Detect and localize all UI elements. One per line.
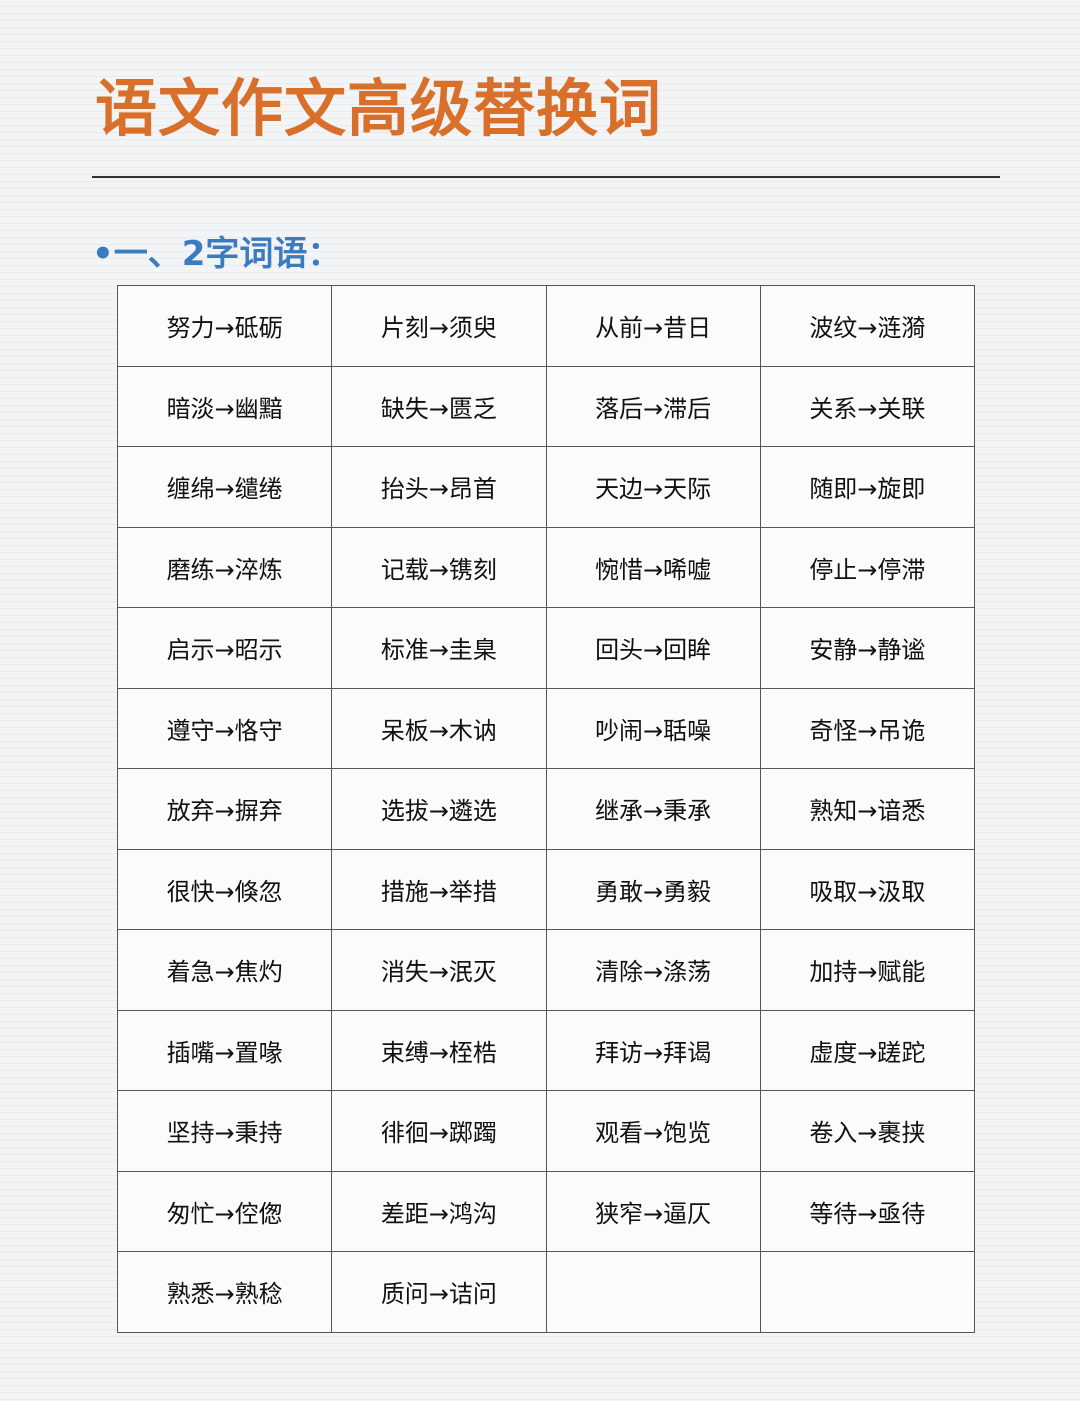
word-pair-cell: 插嘴→置喙 [116,1009,333,1091]
word-pair-cell: 安静→静谧 [759,607,976,689]
word-pair-cell: 奇怪→吊诡 [759,687,976,769]
word-pair-cell: 从前→昔日 [545,285,761,367]
table-row: 坚持→秉持 徘徊→踯躅 观看→饱览 卷入→裹挟 [116,1090,976,1172]
table-row: 插嘴→置喙 束缚→桎梏 拜访→拜谒 虚度→蹉跎 [116,1009,976,1091]
word-pair-cell: 卷入→裹挟 [759,1090,976,1172]
word-pair-cell: 等待→亟待 [759,1170,976,1252]
word-pair-cell [759,1251,976,1333]
word-pair-cell: 吸取→汲取 [759,848,976,930]
table-row: 暗淡→幽黯 缺失→匮乏 落后→滞后 关系→关联 [116,365,976,447]
word-pair-cell: 片刻→须臾 [331,285,547,367]
word-pair-cell: 启示→昭示 [116,607,333,689]
word-pair-cell: 吵闹→聒噪 [545,687,761,769]
word-pair-cell: 加持→赋能 [759,929,976,1011]
word-pair-cell: 措施→举措 [331,848,547,930]
word-pair-cell [545,1251,761,1333]
table-row: 启示→昭示 标准→圭臬 回头→回眸 安静→静谧 [116,607,976,689]
section-heading-text: 一、2字词语： [113,234,342,274]
word-pair-cell: 着急→焦灼 [116,929,333,1011]
word-pair-cell: 清除→涤荡 [545,929,761,1011]
table-row: 熟悉→熟稔 质问→诘问 [116,1251,976,1333]
word-pair-cell: 坚持→秉持 [116,1090,333,1172]
word-pair-cell: 匆忙→倥偬 [116,1170,333,1252]
table-row: 磨练→淬炼 记载→镌刻 惋惜→唏嘘 停止→停滞 [116,526,976,608]
word-pair-cell: 随即→旋即 [759,446,976,528]
word-pair-cell: 拜访→拜谒 [545,1009,761,1091]
word-pair-cell: 缠绵→缱绻 [116,446,333,528]
word-pair-cell: 波纹→涟漪 [759,285,976,367]
word-pair-cell: 惋惜→唏嘘 [545,526,761,608]
section-heading: •一、2字词语： [92,226,341,275]
word-pair-cell: 虚度→蹉跎 [759,1009,976,1091]
word-pair-cell: 缺失→匮乏 [331,365,547,447]
table-row: 匆忙→倥偬 差距→鸿沟 狭窄→逼仄 等待→亟待 [116,1170,976,1252]
word-pair-cell: 熟知→谙悉 [759,768,976,850]
word-pair-cell: 选拔→遴选 [331,768,547,850]
word-pair-cell: 徘徊→踯躅 [331,1090,547,1172]
word-pair-cell: 差距→鸿沟 [331,1170,547,1252]
word-pair-cell: 束缚→桎梏 [331,1009,547,1091]
word-pair-cell: 回头→回眸 [545,607,761,689]
word-pair-cell: 抬头→昂首 [331,446,547,528]
word-pair-cell: 很快→倏忽 [116,848,333,930]
table-row: 遵守→恪守 呆板→木讷 吵闹→聒噪 奇怪→吊诡 [116,687,976,769]
bullet-icon: • [92,234,114,274]
word-pair-cell: 观看→饱览 [545,1090,761,1172]
word-pair-cell: 狭窄→逼仄 [545,1170,761,1252]
word-pair-cell: 继承→秉承 [545,768,761,850]
page-title: 语文作文高级替换词 [95,72,663,145]
word-pair-cell: 质问→诘问 [331,1251,547,1333]
word-pair-cell: 消失→泯灭 [331,929,547,1011]
word-pair-cell: 勇敢→勇毅 [545,848,761,930]
word-pair-cell: 停止→停滞 [759,526,976,608]
table-row: 着急→焦灼 消失→泯灭 清除→涤荡 加持→赋能 [116,929,976,1011]
word-pair-cell: 磨练→淬炼 [116,526,333,608]
table-row: 很快→倏忽 措施→举措 勇敢→勇毅 吸取→汲取 [116,848,976,930]
word-pair-cell: 遵守→恪守 [116,687,333,769]
word-pair-cell: 标准→圭臬 [331,607,547,689]
word-pair-cell: 熟悉→熟稔 [116,1251,333,1333]
word-pair-cell: 呆板→木讷 [331,687,547,769]
table-row: 努力→砥砺 片刻→须臾 从前→昔日 波纹→涟漪 [116,285,976,367]
table-row: 放弃→摒弃 选拔→遴选 继承→秉承 熟知→谙悉 [116,768,976,850]
word-table: 努力→砥砺 片刻→须臾 从前→昔日 波纹→涟漪 暗淡→幽黯 缺失→匮乏 落后→滞后 关系→关联… [116,285,976,1333]
word-pair-cell: 暗淡→幽黯 [116,365,333,447]
title-divider [92,176,1000,178]
word-pair-cell: 努力→砥砺 [116,285,333,367]
table-row: 缠绵→缱绻 抬头→昂首 天边→天际 随即→旋即 [116,446,976,528]
word-pair-cell: 落后→滞后 [545,365,761,447]
word-pair-cell: 记载→镌刻 [331,526,547,608]
word-pair-cell: 天边→天际 [545,446,761,528]
word-pair-cell: 关系→关联 [759,365,976,447]
word-pair-cell: 放弃→摒弃 [116,768,333,850]
